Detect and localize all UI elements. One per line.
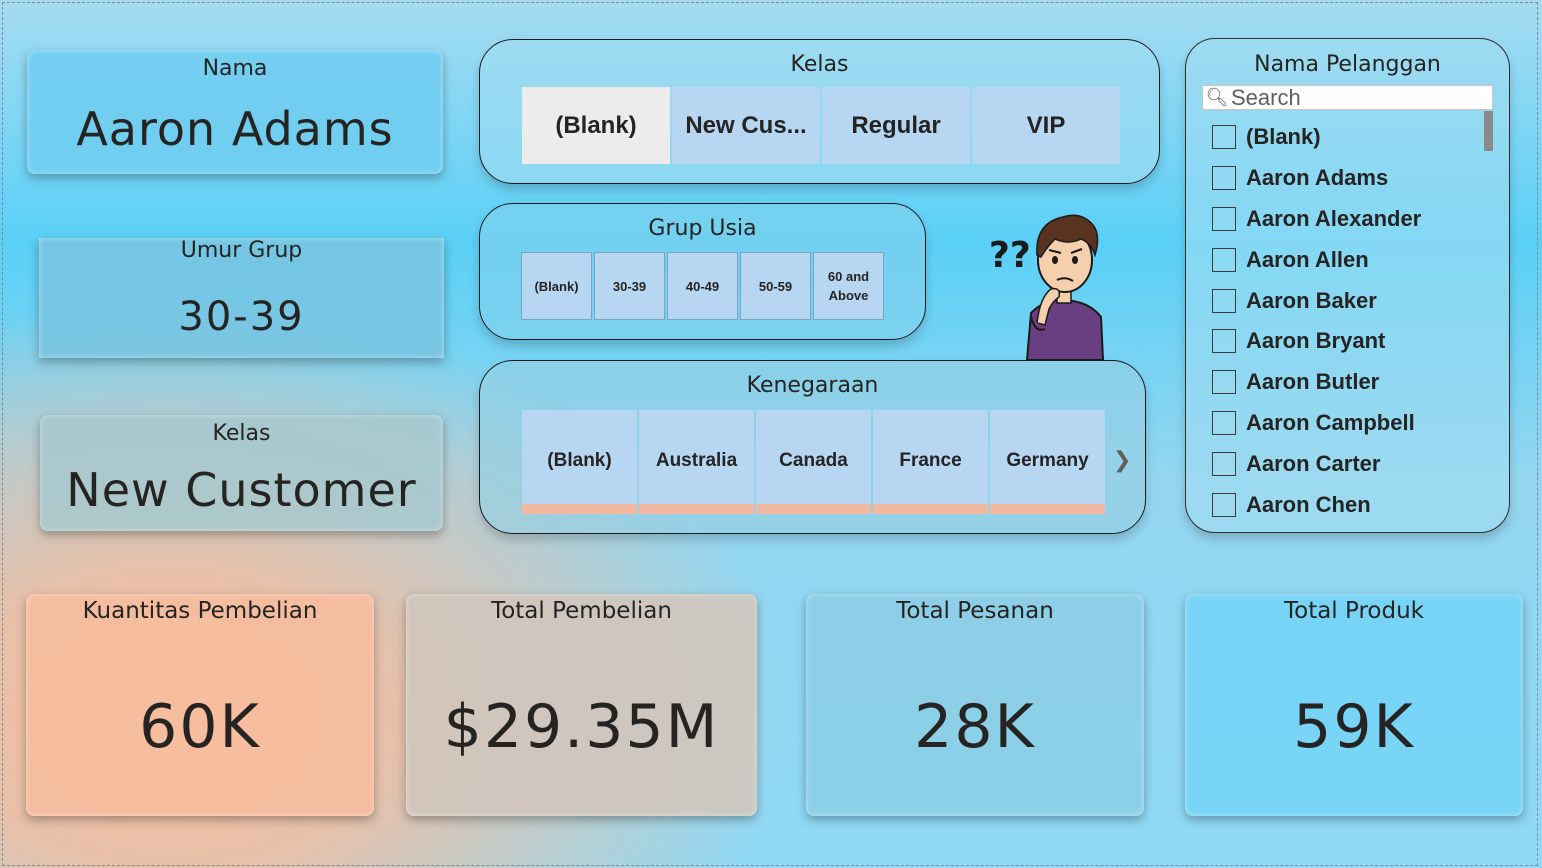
- checkbox[interactable]: [1212, 492, 1236, 517]
- nama-pelanggan-title: Nama Pelanggan: [1254, 52, 1441, 77]
- kelas-option-blank[interactable]: (Blank): [522, 87, 670, 164]
- list-item[interactable]: Aaron Bryant: [1212, 321, 1482, 362]
- kelas-slicer: Kelas (Blank) New Cus... Regular VIP: [479, 39, 1160, 184]
- kpi-total-pesanan: Total Pesanan 28K: [806, 594, 1144, 816]
- search-input[interactable]: 🔎︎ Search: [1202, 85, 1493, 110]
- search-icon: 🔎︎: [1205, 87, 1229, 107]
- checkbox[interactable]: [1212, 329, 1236, 354]
- kpi-title: Total Produk: [1283, 598, 1424, 624]
- kpi-title: Total Pembelian: [491, 598, 672, 624]
- checkbox[interactable]: [1212, 166, 1236, 191]
- customer-list: (Blank) Aaron Adams Aaron Alexander Aaro…: [1212, 117, 1482, 525]
- kpi-value: 59K: [1293, 692, 1415, 762]
- kpi-kuantitas-pembelian: Kuantitas Pembelian 60K: [26, 594, 374, 816]
- kpi-value: 60K: [139, 692, 261, 762]
- list-item[interactable]: Aaron Baker: [1212, 280, 1482, 321]
- usia-option-40-49[interactable]: 40-49: [667, 252, 738, 320]
- list-item[interactable]: Aaron Campbell: [1212, 403, 1482, 444]
- kelas-option-new-customer[interactable]: New Cus...: [672, 87, 820, 164]
- kelas-slicer-title: Kelas: [790, 52, 849, 77]
- negara-option-france[interactable]: France: [873, 410, 988, 514]
- search-placeholder: Search: [1231, 84, 1301, 110]
- negara-option-australia[interactable]: Australia: [639, 410, 754, 514]
- kpi-total-produk: Total Produk 59K: [1185, 594, 1523, 816]
- checkbox[interactable]: [1212, 247, 1236, 272]
- umur-grup-card: Umur Grup 30-39: [39, 238, 444, 358]
- confused-person-icon: ??: [989, 214, 1105, 360]
- checkbox[interactable]: [1212, 125, 1236, 150]
- negara-option-germany[interactable]: Germany: [990, 410, 1105, 514]
- list-item[interactable]: Aaron Carter: [1212, 443, 1482, 484]
- nama-card: Nama Aaron Adams: [27, 50, 443, 174]
- umur-grup-value: 30-39: [178, 294, 305, 340]
- kelas-title: Kelas: [212, 421, 271, 446]
- umur-grup-title: Umur Grup: [180, 238, 303, 263]
- kelas-value: New Customer: [66, 463, 417, 517]
- list-item[interactable]: Aaron Adams: [1212, 158, 1482, 199]
- usia-option-30-39[interactable]: 30-39: [594, 252, 665, 320]
- kpi-title: Total Pesanan: [896, 598, 1054, 624]
- usia-option-60-above[interactable]: 60 and Above: [813, 252, 884, 320]
- list-item[interactable]: Aaron Alexander: [1212, 199, 1482, 240]
- kpi-value: 28K: [914, 692, 1036, 762]
- nama-value: Aaron Adams: [76, 102, 394, 156]
- checkbox[interactable]: [1212, 451, 1236, 476]
- checkbox[interactable]: [1212, 370, 1236, 395]
- usia-option-blank[interactable]: (Blank): [521, 252, 592, 320]
- grup-usia-slicer-title: Grup Usia: [648, 216, 757, 241]
- kelas-option-regular[interactable]: Regular: [822, 87, 970, 164]
- list-item[interactable]: Aaron Chen: [1212, 484, 1482, 525]
- negara-option-canada[interactable]: Canada: [756, 410, 871, 514]
- question-marks: ??: [989, 235, 1031, 276]
- kelas-card: Kelas New Customer: [40, 415, 443, 531]
- checkbox[interactable]: [1212, 410, 1236, 435]
- kpi-value: $29.35M: [443, 692, 720, 762]
- list-item[interactable]: (Blank): [1212, 117, 1482, 158]
- kelas-option-vip[interactable]: VIP: [972, 87, 1120, 164]
- negara-option-blank[interactable]: (Blank): [522, 410, 637, 514]
- nama-pelanggan-slicer: Nama Pelanggan 🔎︎ Search (Blank) Aaron A…: [1185, 38, 1510, 533]
- checkbox[interactable]: [1212, 206, 1236, 231]
- kenegaraan-slicer-title: Kenegaraan: [746, 373, 879, 398]
- kpi-title: Kuantitas Pembelian: [82, 598, 318, 624]
- list-item[interactable]: Aaron Allen: [1212, 239, 1482, 280]
- list-scrollbar[interactable]: [1484, 111, 1493, 151]
- checkbox[interactable]: [1212, 288, 1236, 313]
- kenegaraan-slicer: Kenegaraan (Blank) Australia Canada Fran…: [479, 360, 1146, 534]
- list-item[interactable]: Aaron Butler: [1212, 362, 1482, 403]
- nama-title: Nama: [202, 56, 268, 81]
- usia-option-50-59[interactable]: 50-59: [740, 252, 811, 320]
- kpi-total-pembelian: Total Pembelian $29.35M: [406, 594, 757, 816]
- grup-usia-slicer: Grup Usia (Blank) 30-39 40-49 50-59 60 a…: [479, 203, 926, 340]
- chevron-right-icon[interactable]: ❯: [1113, 448, 1132, 473]
